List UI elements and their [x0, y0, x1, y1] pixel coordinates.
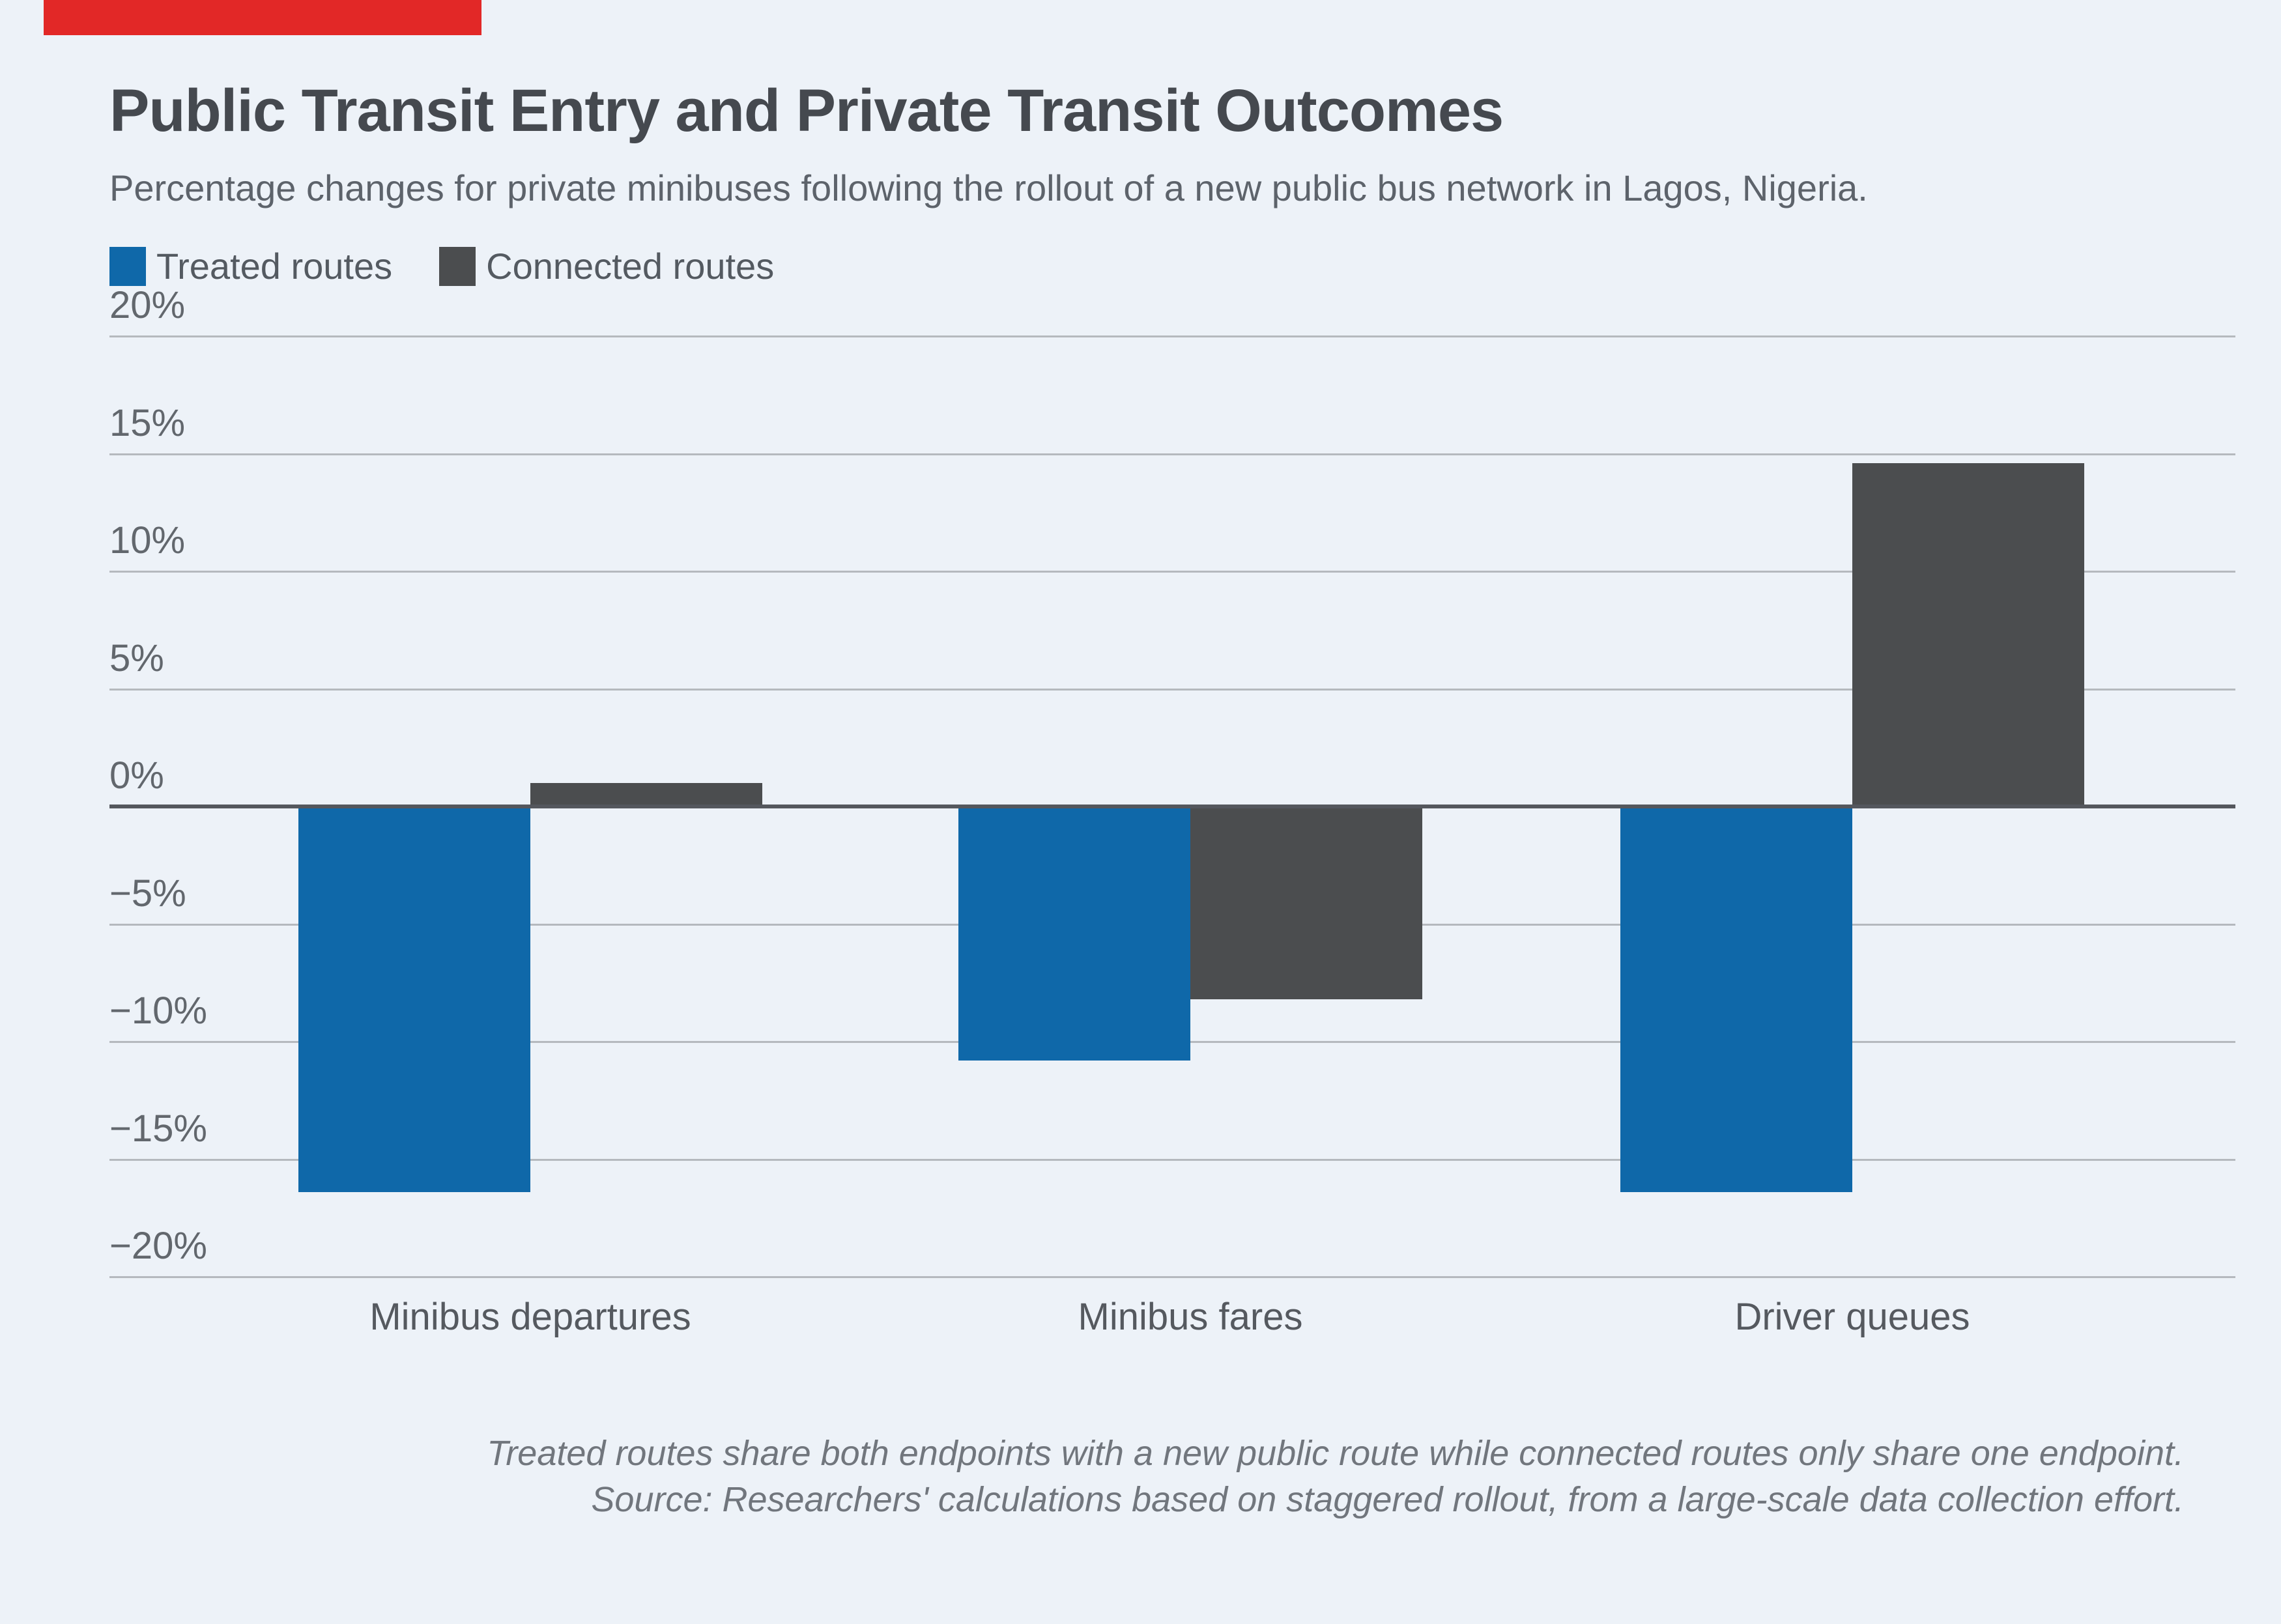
bar-connected-0	[530, 782, 762, 806]
category-label-2: Driver queues	[1734, 1296, 1970, 1338]
brand-accent-bar	[44, 0, 481, 35]
gridline	[109, 688, 2235, 691]
category-label-1: Minibus fares	[1078, 1296, 1303, 1338]
gridline	[109, 571, 2235, 573]
legend-item-connected: Connected routes	[439, 245, 774, 287]
legend-item-treated: Treated routes	[109, 245, 392, 287]
gridline	[109, 1276, 2235, 1278]
connected-swatch-icon	[439, 246, 476, 286]
y-tick-label: 0%	[109, 754, 164, 797]
footer-note-2: Source: Researchers' calculations based …	[591, 1480, 2184, 1520]
gridline	[109, 335, 2235, 337]
page-subtitle: Percentage changes for private minibuses…	[109, 167, 1868, 208]
treated-swatch-icon	[109, 246, 146, 286]
bar-treated-1	[958, 806, 1190, 1061]
y-tick-label: −10%	[109, 990, 207, 1032]
y-tick-label: −15%	[109, 1107, 207, 1150]
footer-notes: Treated routes share both endpoints with…	[487, 1431, 2184, 1524]
page-title: Public Transit Entry and Private Transit…	[109, 78, 1504, 144]
footer-note-1: Treated routes share both endpoints with…	[487, 1434, 2184, 1473]
y-tick-label: −5%	[109, 872, 186, 915]
bar-treated-2	[1620, 806, 1852, 1193]
legend-label-connected: Connected routes	[486, 246, 775, 287]
category-label-0: Minibus departures	[369, 1296, 691, 1338]
legend-label-treated: Treated routes	[156, 246, 393, 287]
bar-treated-0	[298, 806, 530, 1193]
bar-connected-2	[1852, 463, 2084, 806]
legend: Treated routes Connected routes	[109, 245, 774, 287]
y-tick-label: 20%	[109, 284, 186, 326]
zero-gridline	[109, 805, 2235, 808]
y-tick-label: 15%	[109, 401, 186, 444]
y-tick-label: 10%	[109, 519, 186, 562]
y-tick-label: −20%	[109, 1225, 207, 1267]
gridline	[109, 453, 2235, 455]
y-tick-label: 5%	[109, 636, 164, 679]
gridline	[109, 1158, 2235, 1161]
bar-connected-1	[1190, 806, 1422, 1000]
